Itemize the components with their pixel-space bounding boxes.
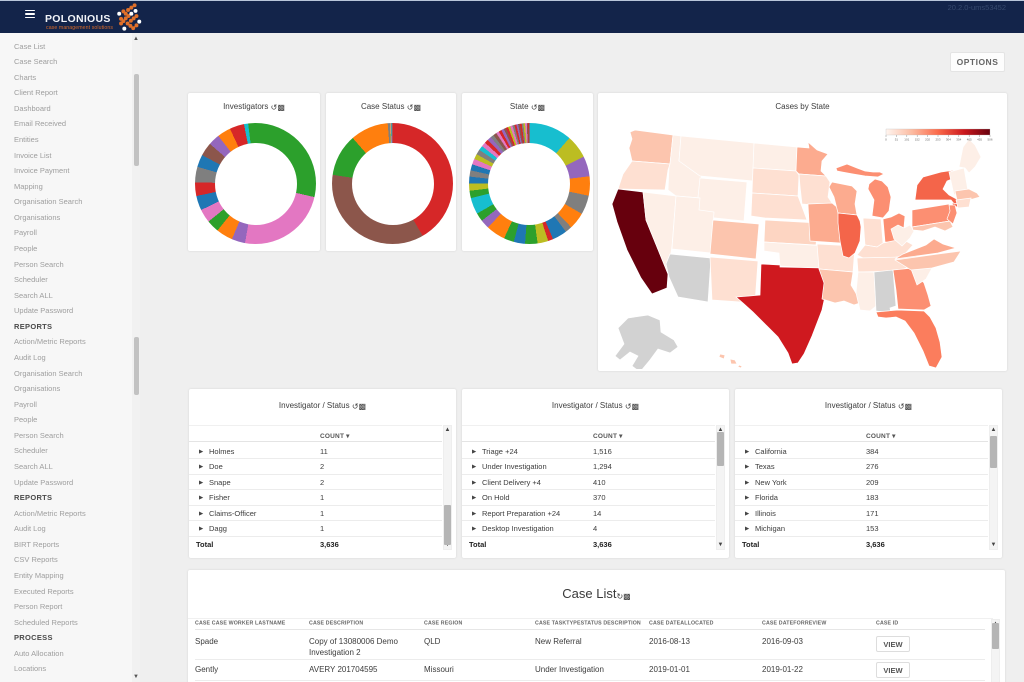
svg-text:101: 101	[904, 138, 909, 142]
svg-text:51: 51	[895, 138, 899, 142]
svg-text:0: 0	[885, 138, 887, 142]
svg-text:152: 152	[915, 138, 920, 142]
svg-text:405: 405	[967, 138, 972, 142]
svg-text:506: 506	[987, 138, 992, 142]
svg-text:202: 202	[925, 138, 930, 142]
svg-text:253: 253	[935, 138, 940, 142]
svg-text:304: 304	[946, 138, 951, 142]
svg-text:354: 354	[956, 138, 961, 142]
svg-text:455: 455	[977, 138, 982, 142]
